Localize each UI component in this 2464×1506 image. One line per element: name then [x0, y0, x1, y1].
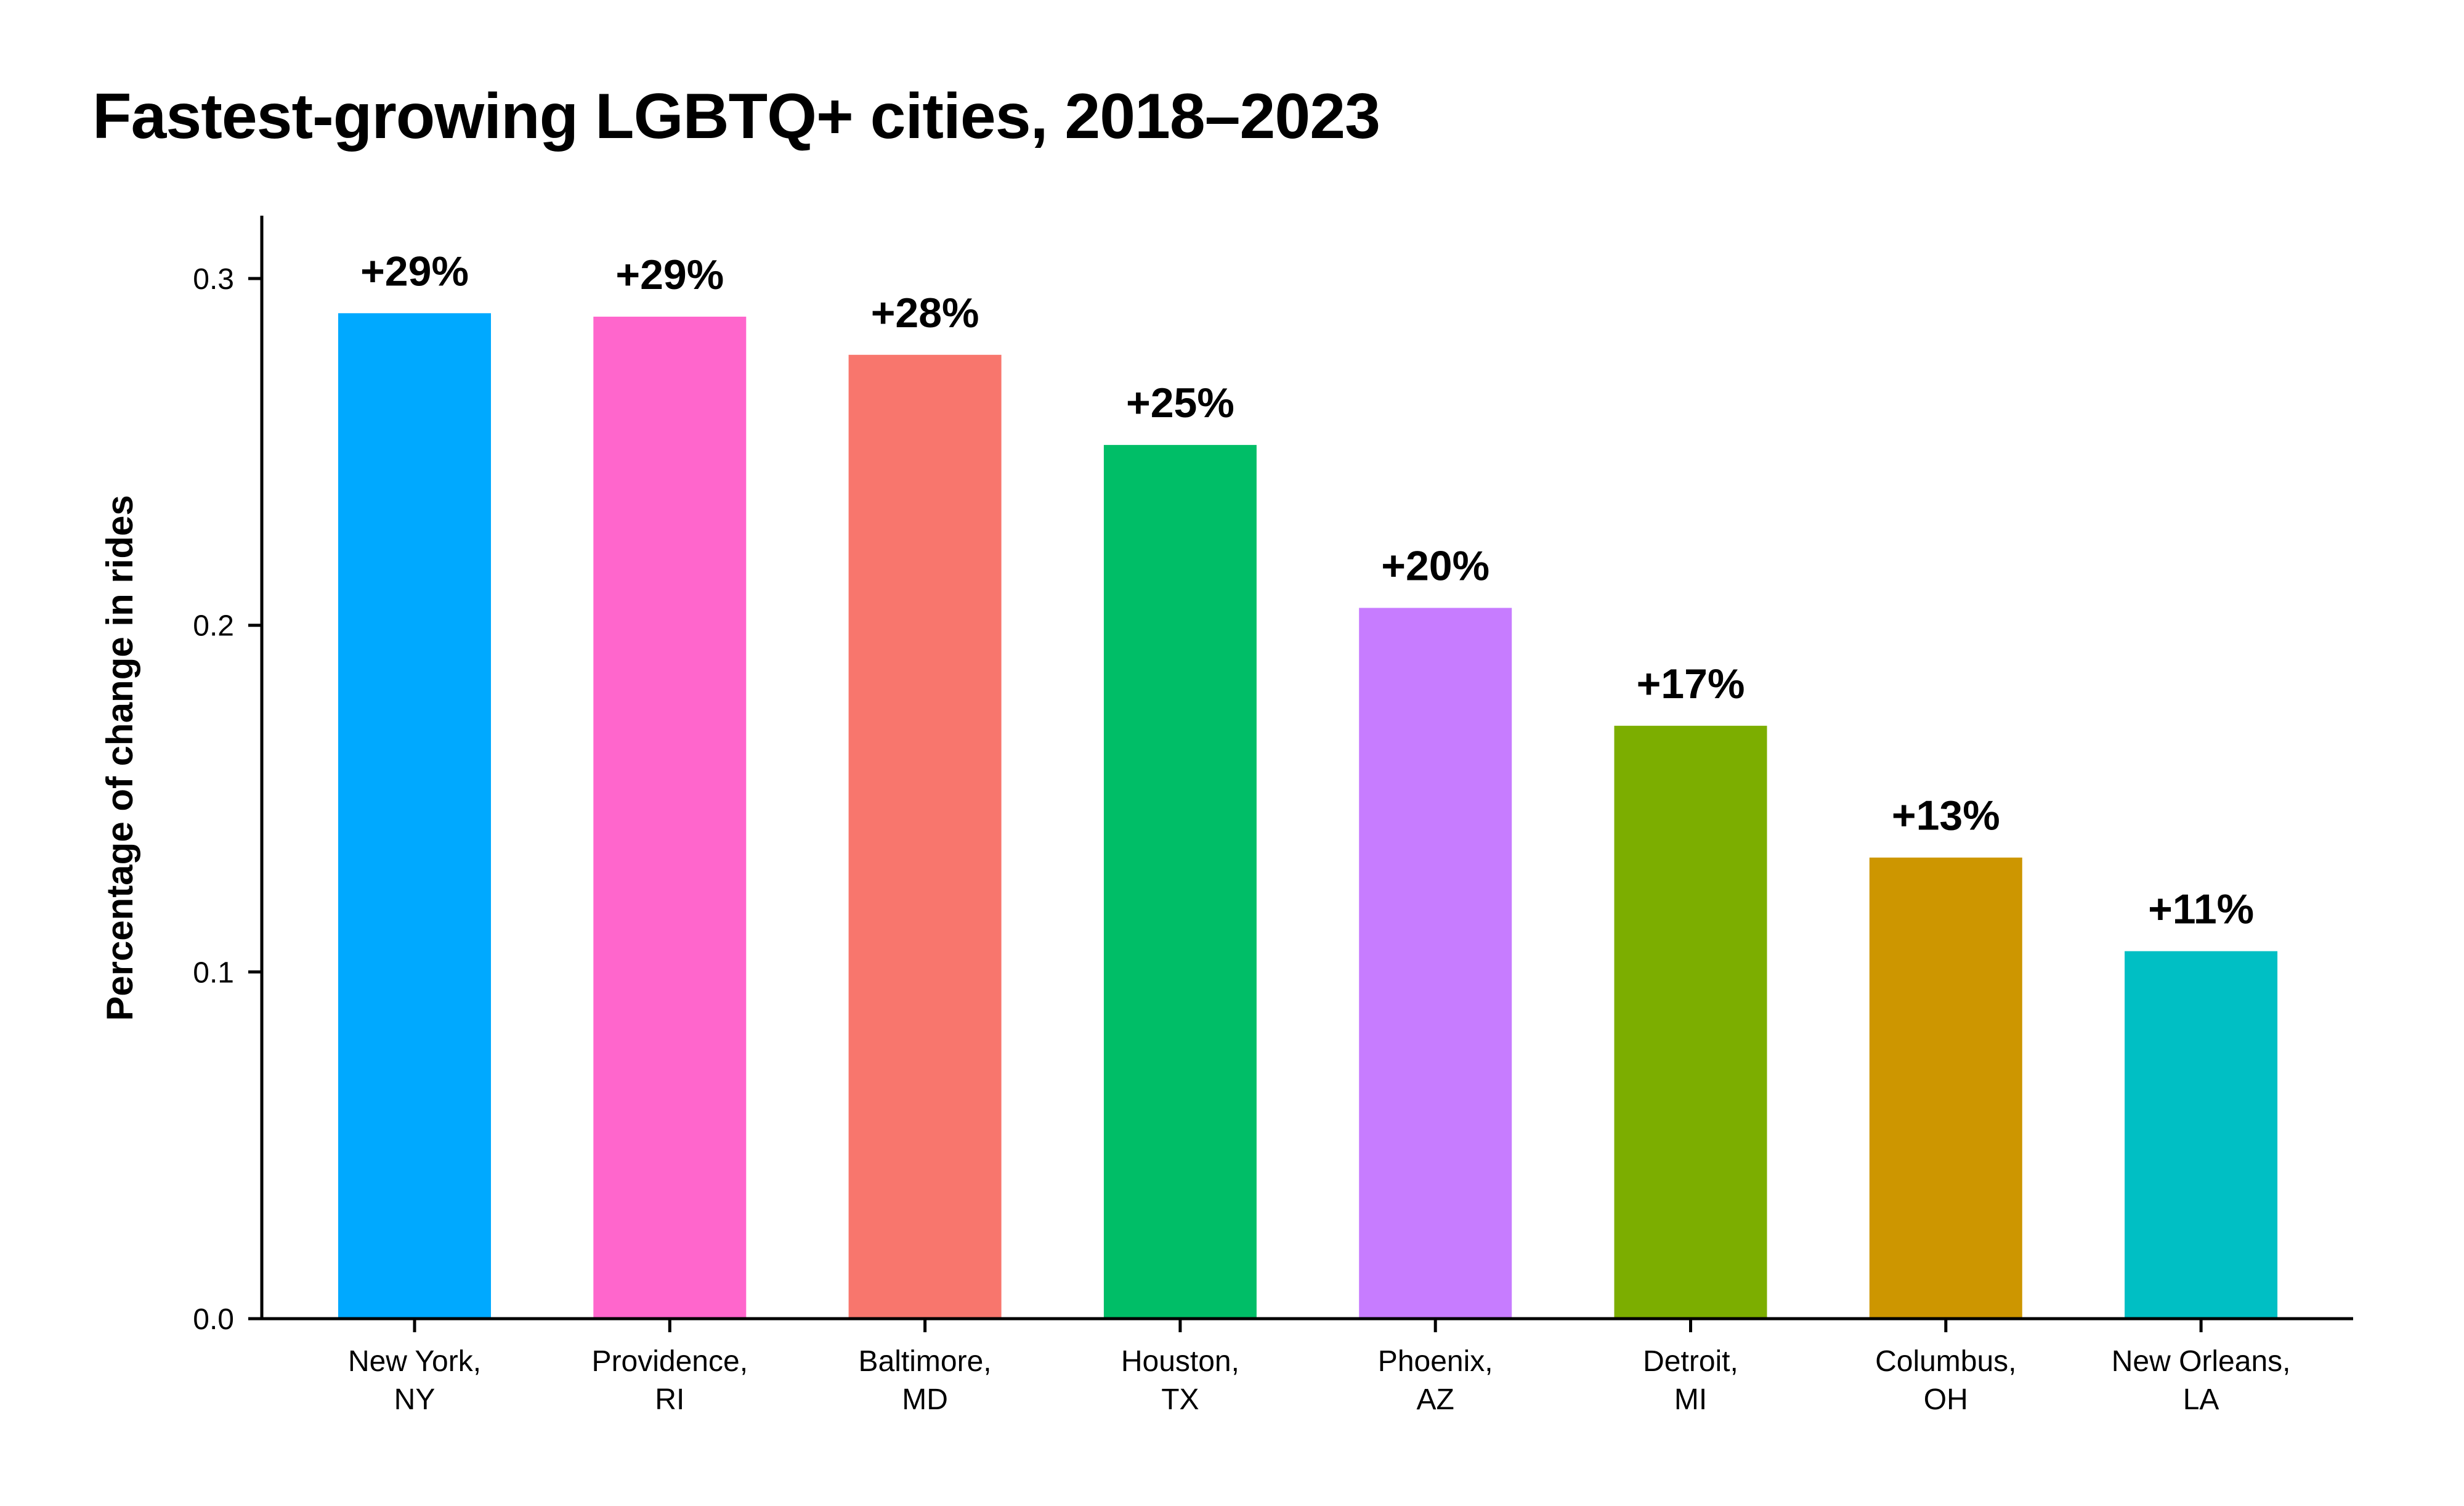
x-tick-label-7-line-1: LA [2183, 1383, 2219, 1416]
bar-2 [848, 354, 1002, 1319]
y-axis-title: Percentage of change in rides [99, 495, 140, 1021]
y-tick-label-1: 0.1 [193, 956, 234, 989]
y-tick-label-2: 0.2 [193, 610, 234, 643]
data-label-2: +28% [871, 290, 979, 336]
y-tick-label-3: 0.3 [193, 263, 234, 296]
x-tick-label-7-line-0: New Orleans, [2112, 1345, 2291, 1378]
x-tick-label-5-line-0: Detroit, [1643, 1345, 1738, 1378]
axes-group: 0.0 0.1 0.2 0.3 New York, NY Providence, RI Balt… [193, 216, 2353, 1416]
data-label-0: +29% [360, 248, 469, 295]
data-label-4: +20% [1381, 543, 1489, 590]
x-tick-label-2-line-1: MD [902, 1383, 948, 1416]
x-tick-label-6-line-1: OH [1924, 1383, 1968, 1416]
x-tick-label-0-line-0: New York, [348, 1345, 481, 1378]
bar-4 [1359, 608, 1512, 1319]
bar-1 [593, 316, 747, 1319]
x-tick-label-0-line-1: NY [394, 1383, 436, 1416]
data-label-5: +17% [1637, 661, 1745, 707]
y-tick-label-0: 0.0 [193, 1303, 234, 1336]
x-tick-label-1-line-0: Providence, [592, 1345, 748, 1378]
bar-7 [2125, 951, 2278, 1319]
x-tick-label-2-line-0: Baltimore, [859, 1345, 992, 1378]
data-label-3: +25% [1126, 380, 1234, 426]
data-label-1: +29% [615, 251, 724, 298]
x-tick-label-6-line-0: Columbus, [1875, 1345, 2016, 1378]
bar-5 [1614, 725, 1767, 1319]
bars-group [338, 313, 2278, 1319]
x-tick-label-5-line-1: MI [1674, 1383, 1707, 1416]
bar-3 [1103, 445, 1257, 1319]
x-tick-label-4-line-1: AZ [1417, 1383, 1454, 1416]
bar-0 [338, 313, 491, 1319]
bar-6 [1869, 857, 2022, 1319]
x-tick-label-1-line-1: RI [655, 1383, 684, 1416]
data-label-6: +13% [1892, 792, 2000, 839]
chart-title: Fastest-growing LGBTQ+ cities, 2018–2023 [92, 81, 1380, 152]
x-tick-label-3-line-1: TX [1161, 1383, 1199, 1416]
data-label-7: +11% [2148, 886, 2254, 933]
x-tick-label-3-line-0: Houston, [1121, 1345, 1239, 1378]
x-tick-label-4-line-0: Phoenix, [1378, 1345, 1493, 1378]
data-labels-group: +29% +29% +28% +25% +20% +17% +13% +11% [360, 248, 2254, 932]
